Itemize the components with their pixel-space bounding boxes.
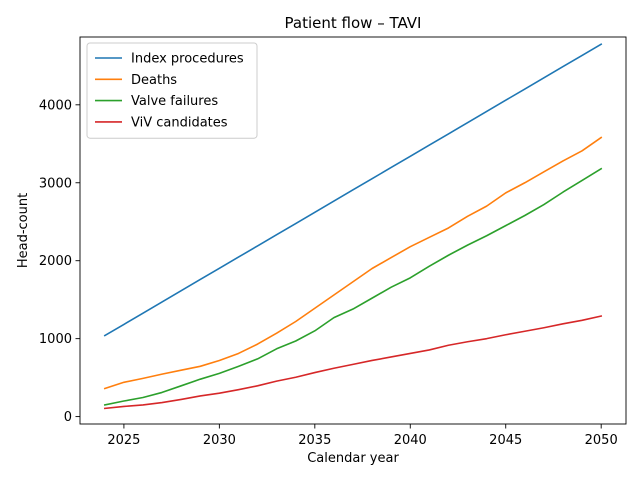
chart-title: Patient flow – TAVI [285, 14, 422, 32]
y-tick-label: 2000 [39, 254, 72, 269]
y-tick-label: 4000 [39, 98, 72, 113]
series-line-3 [103, 167, 603, 406]
legend-label: Valve failures [131, 94, 218, 109]
y-tick-label: 0 [64, 410, 72, 425]
legend-label: ViV candidates [131, 115, 228, 130]
x-axis-ticks: 2025 2030 2035 2040 2045 2050 [107, 424, 618, 448]
series-line-4 [103, 315, 603, 410]
x-tick-label: 2025 [107, 433, 140, 448]
legend: Index procedures Deaths Valve failures ViV … [86, 42, 258, 139]
x-tick-label: 2035 [298, 433, 331, 448]
y-tick-label: 3000 [39, 176, 72, 191]
series-line-2 [103, 136, 603, 390]
x-axis-label: Calendar year [307, 451, 399, 466]
legend-label: Index procedures [131, 52, 244, 67]
plot-lines [103, 43, 603, 410]
series-line-1 [103, 43, 603, 337]
y-axis-ticks: 0 1000 2000 3000 4000 [39, 98, 80, 425]
x-tick-label: 2050 [585, 433, 618, 448]
axes-frame [79, 36, 627, 425]
y-tick-label: 1000 [39, 332, 72, 347]
x-tick-label: 2045 [489, 433, 522, 448]
y-axis-label: Head-count [16, 193, 31, 268]
axes-border [79, 36, 627, 425]
x-tick-label: 2040 [394, 433, 427, 448]
legend-box [86, 42, 258, 139]
x-tick-label: 2030 [203, 433, 236, 448]
legend-label: Deaths [131, 73, 177, 88]
